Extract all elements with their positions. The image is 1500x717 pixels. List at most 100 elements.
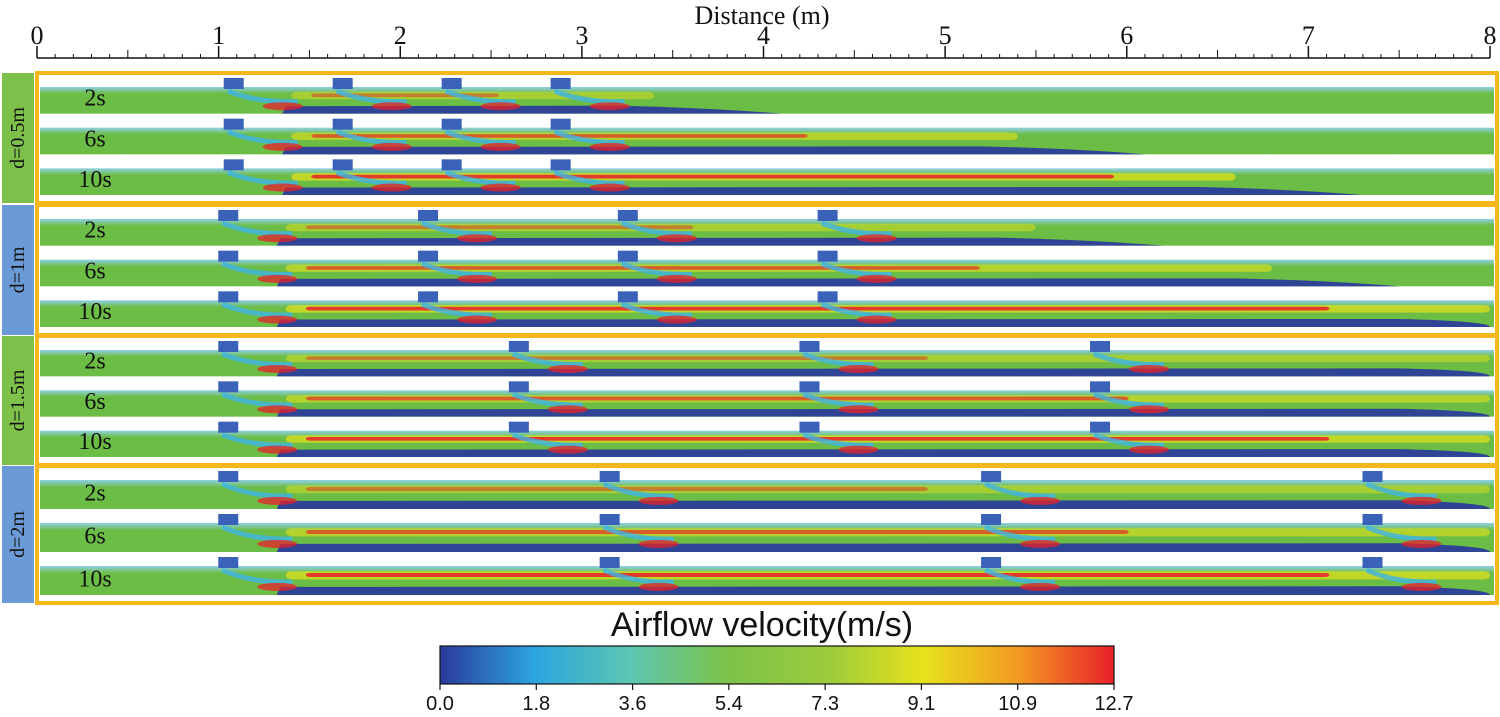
local-high-velocity — [638, 539, 679, 548]
local-high-velocity — [838, 445, 879, 454]
time-label: 6s — [84, 523, 105, 549]
obstacle — [418, 291, 439, 303]
obstacle — [981, 514, 1002, 525]
wake — [820, 220, 892, 237]
local-high-velocity — [856, 274, 897, 283]
axis-tick-label: 5 — [939, 21, 952, 50]
time-label: 10s — [78, 566, 111, 592]
local-high-velocity — [371, 102, 412, 111]
obstacle — [817, 210, 838, 221]
simulation-strip: 6s — [40, 250, 1494, 287]
time-label: 10s — [78, 299, 111, 325]
wake — [421, 261, 493, 277]
wake — [1093, 351, 1165, 368]
jet-band — [285, 485, 1490, 494]
wake — [335, 170, 407, 186]
obstacle — [508, 381, 529, 393]
obstacle — [817, 291, 838, 303]
simulation-strip: 6s — [40, 118, 1494, 155]
local-high-velocity — [457, 315, 498, 324]
local-high-velocity — [656, 315, 697, 324]
obstacle — [1362, 514, 1383, 525]
time-label: 2s — [84, 480, 105, 506]
obstacle — [508, 421, 529, 433]
obstacle — [332, 118, 353, 130]
local-high-velocity — [589, 183, 630, 192]
obstacle — [617, 250, 638, 262]
obstacle — [599, 471, 620, 482]
obstacle — [332, 159, 353, 171]
colorbar-tick-label: 1.8 — [522, 693, 550, 715]
colorbar-tick-label: 5.4 — [715, 693, 743, 715]
obstacle — [981, 471, 1002, 482]
local-high-velocity — [257, 445, 298, 454]
colorbar-tick-label: 3.6 — [619, 693, 647, 715]
local-high-velocity — [457, 234, 498, 243]
wake — [984, 524, 1056, 542]
local-high-velocity — [257, 315, 298, 324]
jet-core — [305, 306, 1330, 311]
local-high-velocity — [547, 405, 588, 414]
obstacle — [218, 210, 239, 221]
group-d=1.5m: d=1.5m 2s 6s 10s — [2, 334, 1499, 467]
wake — [620, 261, 692, 277]
low-velocity-zone — [276, 586, 1490, 595]
wake — [820, 261, 892, 277]
jet-core — [305, 572, 1330, 578]
local-high-velocity — [457, 274, 498, 283]
group-label-bar — [2, 336, 34, 465]
wake — [553, 88, 625, 105]
axis-tick-label: 2 — [394, 21, 407, 50]
wake — [221, 261, 293, 277]
axis-tick-label: 1 — [212, 21, 225, 50]
local-high-velocity — [262, 102, 303, 111]
colorbar: Airflow velocity(m/s) 0.0 1.8 3.6 5.4 7.3 9.1… — [426, 606, 1133, 715]
wake — [421, 220, 493, 237]
low-velocity-zone — [276, 237, 1164, 246]
group-label: d=0.5m — [7, 107, 29, 169]
obstacle — [218, 341, 239, 352]
group-d=2m: d=2m 2s 6s 10s — [2, 464, 1499, 605]
obstacle — [418, 250, 439, 262]
time-label: 6s — [84, 389, 105, 415]
wake — [620, 220, 692, 237]
local-high-velocity — [838, 405, 879, 414]
wake — [1093, 432, 1165, 448]
axis-tick-label: 0 — [31, 21, 44, 50]
obstacle — [799, 421, 820, 433]
group-label-bar — [2, 466, 34, 603]
jet-core — [311, 174, 1115, 179]
low-velocity-zone — [282, 187, 1363, 195]
wake — [221, 432, 293, 448]
wake — [221, 524, 293, 542]
obstacle — [599, 557, 620, 568]
local-high-velocity — [371, 142, 412, 151]
local-high-velocity — [1129, 364, 1170, 373]
time-label: 6s — [84, 126, 105, 152]
colorbar-tick-label: 10.9 — [998, 693, 1037, 715]
obstacle — [218, 471, 239, 482]
simulation-panels: d=0.5m2s6s10sd=1m2s6s10sd=1.5m2s6s10sd=2… — [2, 71, 1499, 605]
local-high-velocity — [547, 364, 588, 373]
jet-core — [305, 396, 1129, 401]
low-velocity-zone — [276, 278, 1400, 287]
wake — [226, 88, 298, 105]
wake — [221, 220, 293, 237]
obstacle — [1090, 381, 1111, 393]
wake — [511, 392, 583, 408]
obstacle — [1090, 341, 1111, 352]
obstacle — [223, 118, 244, 130]
group-label: d=1.5m — [7, 369, 29, 431]
axis-tick-label: 7 — [1302, 21, 1315, 50]
time-label: 2s — [84, 218, 105, 244]
local-high-velocity — [480, 102, 521, 111]
jet-core — [305, 356, 928, 361]
obstacle — [1362, 557, 1383, 568]
wake — [221, 302, 293, 318]
obstacle — [218, 381, 239, 393]
axis-title: Distance (m) — [694, 1, 829, 30]
wake — [553, 170, 625, 186]
obstacle — [550, 159, 571, 171]
simulation-strip: 2s — [40, 78, 1494, 114]
time-label: 10s — [78, 167, 111, 193]
